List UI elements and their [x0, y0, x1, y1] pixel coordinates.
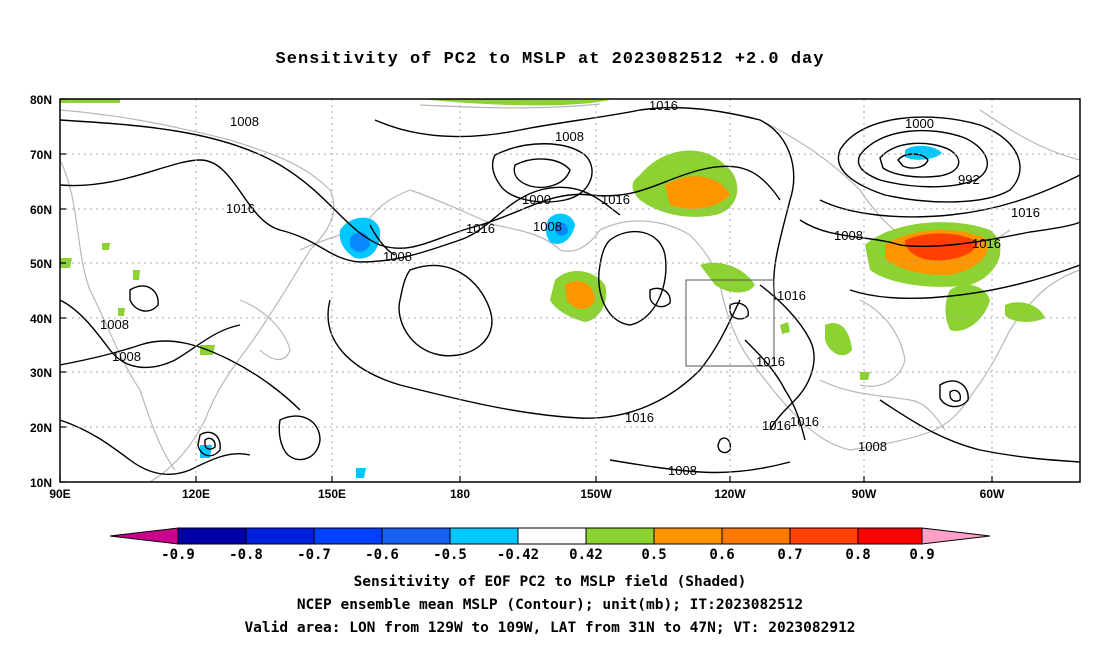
colorbar-label: -0.5	[433, 547, 467, 563]
contour-label: 1008	[230, 114, 259, 129]
contour-label: 1016	[625, 410, 654, 425]
lat-label: 70N	[30, 148, 52, 162]
contour-label: 1016	[972, 236, 1001, 251]
chart-title: Sensitivity of PC2 to MSLP at 2023082512…	[275, 50, 825, 69]
contour-label: 1000	[522, 192, 551, 207]
contour-labels: 1008 1016 1008 1016 1008 1000 1008 1016 …	[100, 98, 1040, 478]
colorbar-bin	[517, 527, 587, 545]
mslp-contours	[60, 106, 1080, 475]
lat-label: 60N	[30, 203, 52, 217]
lon-label: 60W	[980, 487, 1005, 501]
lat-label: 10N	[30, 476, 52, 490]
contour-label: 1016	[777, 288, 806, 303]
colorbar-bin	[653, 527, 723, 545]
colorbar-label: -0.6	[365, 547, 399, 563]
lon-label: 180	[450, 487, 470, 501]
lat-label: 20N	[30, 421, 52, 435]
colorbar-bin	[789, 527, 859, 545]
contour-label: 1008	[533, 219, 562, 234]
valid-area-box	[685, 279, 775, 367]
lon-label: 150E	[318, 487, 346, 501]
colorbar-bin	[313, 527, 383, 545]
lon-label: 120W	[714, 487, 746, 501]
colorbar-bin	[245, 527, 315, 545]
colorbar-label: 0.7	[777, 547, 802, 563]
footer-line-2: NCEP ensemble mean MSLP (Contour); unit(…	[296, 597, 804, 613]
colorbar-label: -0.8	[229, 547, 263, 563]
lat-label: 50N	[30, 257, 52, 271]
colorbar-label: 0.6	[709, 547, 734, 563]
lat-label: 40N	[30, 312, 52, 326]
contour-label: 1016	[762, 418, 791, 433]
colorbar-label: -0.7	[297, 547, 331, 563]
latitude-labels: 80N 70N 60N 50N 40N 30N 20N 10N	[30, 93, 52, 490]
colorbar-label: 0.42	[569, 547, 603, 563]
contour-label: 1000	[905, 116, 934, 131]
colorbar: -0.9 -0.8 -0.7 -0.6 -0.5 -0.42 0.42 0.5 …	[109, 527, 991, 563]
colorbar-label: -0.9	[161, 547, 195, 563]
contour-label: 1016	[466, 221, 495, 236]
colorbar-bin	[177, 527, 247, 545]
colorbar-left-triangle	[109, 527, 179, 545]
colorbar-bin	[449, 527, 519, 545]
lon-label: 90W	[852, 487, 877, 501]
contour-label: 1008	[112, 349, 141, 364]
colorbar-bin	[857, 527, 923, 545]
colorbar-bin	[381, 527, 451, 545]
contour-label: 1008	[834, 228, 863, 243]
lat-label: 80N	[30, 93, 52, 107]
lat-label: 30N	[30, 366, 52, 380]
contour-label: 992	[958, 172, 980, 187]
longitude-labels: 90E 120E 150E 180 150W 120W 90W 60W	[49, 487, 1005, 501]
contour-label: 1016	[1011, 205, 1040, 220]
lon-label: 150W	[580, 487, 612, 501]
contour-label: 1008	[858, 439, 887, 454]
colorbar-bin	[721, 527, 791, 545]
footer-line-3: Valid area: LON from 129W to 109W, LAT f…	[244, 620, 856, 636]
colorbar-label: 0.9	[909, 547, 934, 563]
contour-label: 1008	[100, 317, 129, 332]
lon-label: 120E	[182, 487, 210, 501]
footer-line-1: Sensitivity of EOF PC2 to MSLP field (Sh…	[353, 574, 747, 590]
contour-label: 1016	[790, 414, 819, 429]
contour-label: 1008	[668, 463, 697, 478]
graticule	[60, 99, 1080, 482]
map-frame	[59, 98, 1081, 483]
contour-label: 1008	[383, 249, 412, 264]
colorbar-label: -0.42	[497, 547, 539, 563]
contour-label: 1016	[601, 192, 630, 207]
contour-label: 1008	[555, 129, 584, 144]
colorbar-right-triangle	[921, 527, 991, 545]
contour-label: 1016	[756, 354, 785, 369]
lon-label: 90E	[49, 487, 70, 501]
colorbar-label: 0.8	[845, 547, 870, 563]
axis-ticks	[59, 98, 993, 483]
contour-label: 1016	[649, 98, 678, 113]
contour-label: 1016	[226, 201, 255, 216]
colorbar-bin	[585, 527, 655, 545]
colorbar-label: 0.5	[641, 547, 666, 563]
